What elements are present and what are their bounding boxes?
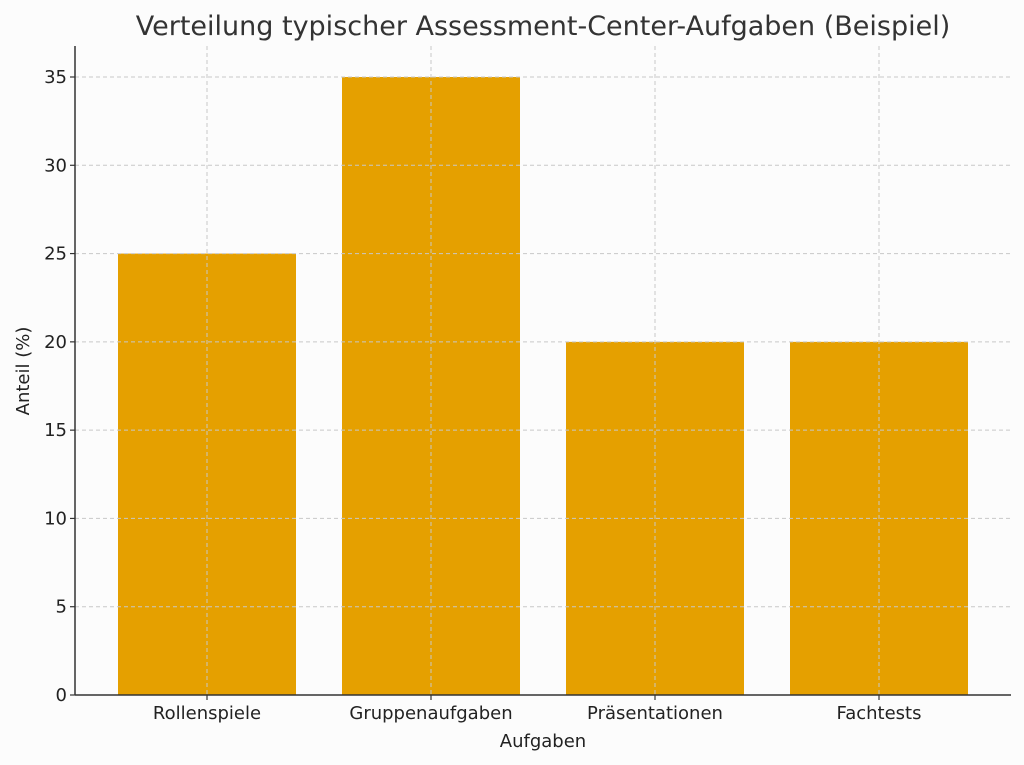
x-tick-label: Gruppenaufgaben [349, 703, 512, 724]
x-tick-label: Rollenspiele [153, 703, 261, 724]
bars [118, 77, 968, 696]
y-tick-label: 15 [44, 420, 67, 441]
y-tick-label: 35 [44, 67, 67, 88]
x-tick-label: Präsentationen [587, 703, 723, 724]
y-axis-label: Anteil (%) [13, 327, 34, 416]
y-tick-label: 5 [56, 597, 67, 618]
y-tick-label: 25 [44, 244, 67, 265]
x-axis-label: Aufgaben [500, 731, 586, 752]
y-axis: 0 5 10 15 20 25 30 35 [44, 67, 75, 706]
chart-title: Verteilung typischer Assessment-Center-A… [136, 11, 951, 42]
y-tick-label: 10 [44, 508, 67, 529]
y-tick-label: 20 [44, 332, 67, 353]
y-tick-label: 0 [56, 685, 67, 706]
y-tick-label: 30 [44, 155, 67, 176]
x-tick-label: Fachtests [837, 703, 922, 724]
x-axis: Rollenspiele Gruppenaufgaben Präsentatione… [153, 695, 922, 724]
